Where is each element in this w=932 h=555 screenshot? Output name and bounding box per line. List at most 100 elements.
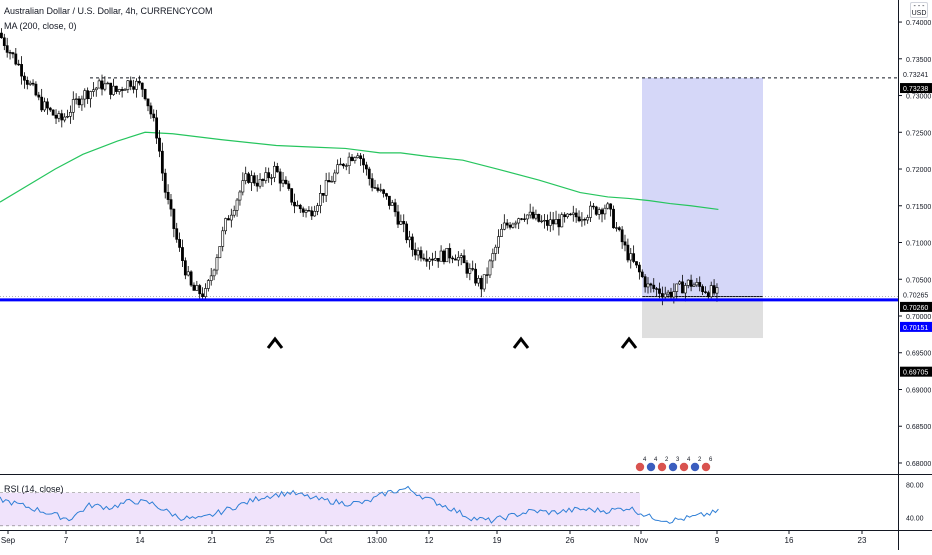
candle-body [258,179,262,187]
candle-body [425,258,429,262]
candle-body [86,90,90,100]
candle-body [586,217,590,221]
candle-body [218,246,222,258]
candle-body [666,291,670,295]
candle-body [471,268,475,270]
candle-body [571,212,575,215]
price-label: 0.69705 [903,370,928,377]
candle-body [612,208,615,229]
candle-body [385,193,388,197]
candle-body [186,271,190,276]
candle-body [333,172,337,182]
candle-body [304,210,308,213]
price-label: 0.73241 [903,72,928,79]
candle-body [528,211,532,216]
candle-body [663,293,667,298]
candle-body [405,223,409,241]
event-flag-icon [668,462,678,472]
candle-body [146,98,150,107]
candle-body [554,219,558,225]
candle-body [683,285,687,294]
currency-badge[interactable]: - - - USD [910,2,928,18]
x-tick-label: 23 [858,536,867,545]
candle-body [563,214,567,218]
candle-body [413,249,417,256]
candle-body [580,219,584,222]
candle-body [451,257,454,260]
candle-body [281,179,285,184]
candle-body [356,155,360,158]
support-touch-marker [620,336,638,349]
candle-body [198,285,202,295]
candle-body [270,177,273,179]
x-tick-label: 25 [266,536,275,545]
candle-body [410,236,414,250]
event-flag-count: 3 [676,457,680,463]
candle-body [436,257,440,262]
x-tick-label: 7 [64,536,69,545]
candle-body [20,64,23,77]
price-label: 0.70265 [903,293,928,300]
x-tick-label: 19 [493,536,502,545]
candle-body [313,211,317,217]
candle-body [247,173,250,183]
candle-body [178,239,182,248]
candle-body [583,219,587,221]
candle-body [69,111,72,117]
event-flag-icon [646,462,656,472]
event-flag-icon [679,462,689,472]
candle-body [482,274,486,290]
candle-body [23,75,26,81]
candle-body [28,82,32,85]
candle-body [523,218,526,220]
candle-body [169,199,173,210]
candle-body [275,165,279,173]
y-tick-label: 0.68000 [906,461,931,468]
price-label-bg [900,321,932,332]
candle-body [706,292,710,298]
event-flag-count: 2 [698,457,702,463]
candle-body [296,204,299,207]
candle-body [238,191,242,201]
candle-body [135,80,138,90]
candle-body [143,89,147,100]
price-label: 0.70260 [903,305,928,312]
candle-body [14,53,18,65]
candle-body [442,250,446,263]
candle-body [531,211,535,219]
candle-body [204,288,207,297]
candle-body [620,229,624,243]
candle-body [336,164,340,174]
candle-body [678,281,682,285]
candle-body [456,257,460,261]
candle-body [594,206,598,215]
candle-body [278,171,282,184]
x-tick-label: 12 [425,536,434,545]
candle-body [695,282,699,286]
rsi-line [0,485,719,524]
candle-body [40,96,44,111]
rsi-legend-label: RSI (14, close) [4,484,64,494]
candle-body [520,218,523,220]
x-tick-label: Oct [320,536,333,545]
candle-body [479,278,483,290]
candle-body [402,221,406,225]
event-flag-count: 4 [687,457,691,463]
candle-body [390,202,394,206]
event-flag-count: 4 [654,457,658,463]
candle-body [511,223,515,228]
candle-body [255,182,259,187]
candle-body [709,285,713,298]
candle-body [71,99,75,113]
candle-body [416,250,420,256]
y-tick-label: 0.72500 [906,130,931,137]
candle-body [298,204,302,210]
candle-body [51,109,55,116]
candle-body [206,280,210,289]
candle-body [126,80,130,90]
candle-body [689,279,693,287]
candle-body [359,155,363,159]
candle-body [235,199,239,211]
